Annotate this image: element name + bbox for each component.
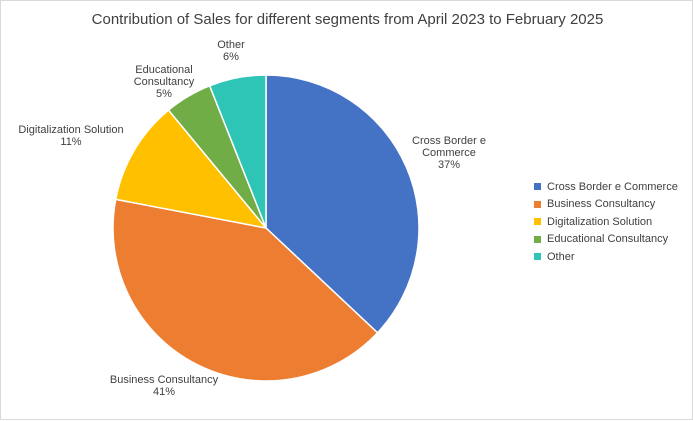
legend-swatch bbox=[534, 200, 541, 208]
pie-slice-digitalization-solution bbox=[114, 109, 268, 230]
legend-item-digitalization-solution: Digitalization Solution bbox=[534, 213, 678, 231]
data-label-other: Other 6% bbox=[217, 39, 245, 63]
legend-item-other: Other bbox=[534, 248, 678, 266]
pie-slice-cross-border-e-commerce bbox=[265, 74, 420, 334]
legend-label: Business Consultancy bbox=[547, 198, 656, 211]
legend-label: Other bbox=[547, 250, 575, 263]
data-label-educational-consultancy: Educational Consultancy 5% bbox=[134, 64, 195, 100]
legend-swatch bbox=[534, 218, 541, 226]
legend-swatch bbox=[534, 183, 541, 191]
chart-title: Contribution of Sales for different segm… bbox=[91, 11, 604, 28]
data-label-digitalization-solution: Digitalization Solution 11% bbox=[18, 124, 123, 148]
pie-slice-other bbox=[208, 74, 267, 229]
legend-swatch bbox=[534, 235, 541, 243]
legend-item-business-consultancy: Business Consultancy bbox=[534, 196, 678, 214]
legend: Cross Border e Commerce Business Consulta… bbox=[534, 178, 678, 266]
legend-label: Digitalization Solution bbox=[547, 215, 653, 228]
data-label-business-consultancy: Business Consultancy 41% bbox=[110, 374, 219, 398]
legend-label: Cross Border e Commerce bbox=[547, 180, 678, 193]
legend-item-cross-border-e-commerce: Cross Border e Commerce bbox=[534, 178, 678, 196]
legend-item-educational-consultancy: Educational Consultancy bbox=[534, 231, 678, 249]
pie-slice-business-consultancy bbox=[112, 198, 379, 382]
data-label-cross-border-e-commerce: Cross Border e Commerce 37% bbox=[412, 135, 486, 171]
legend-label: Educational Consultancy bbox=[547, 233, 669, 246]
legend-swatch bbox=[534, 253, 541, 261]
